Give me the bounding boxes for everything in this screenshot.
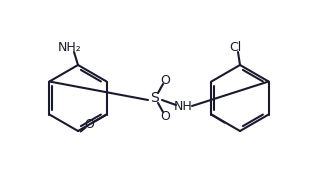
- Text: Cl: Cl: [229, 40, 241, 53]
- Text: O: O: [85, 118, 95, 131]
- Text: O: O: [160, 109, 170, 122]
- Text: O: O: [160, 74, 170, 87]
- Text: NH₂: NH₂: [58, 40, 82, 53]
- Text: S: S: [151, 91, 159, 105]
- Text: NH: NH: [174, 100, 192, 112]
